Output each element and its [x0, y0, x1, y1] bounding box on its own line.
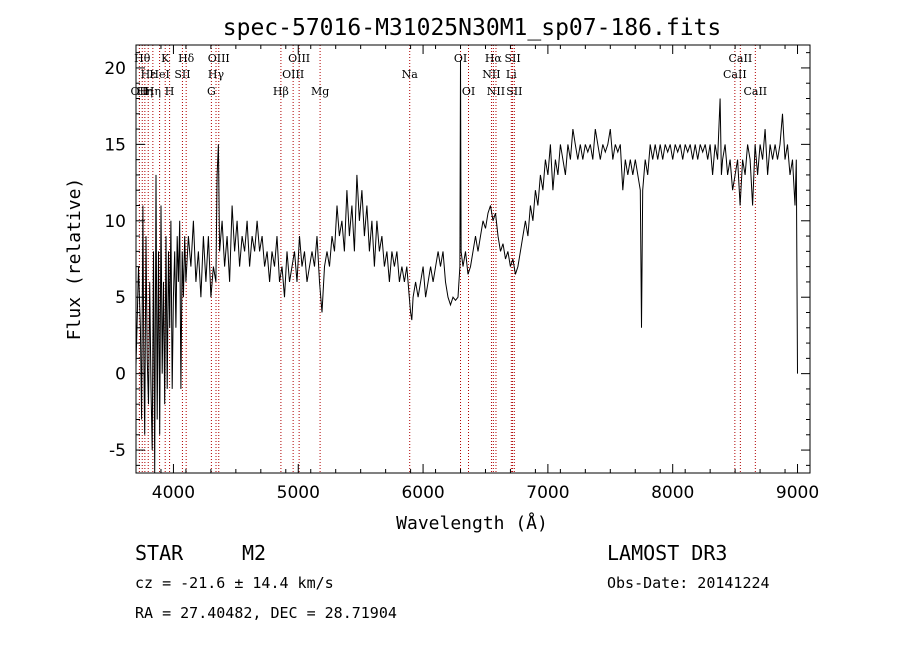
spectral-line-label: Na	[402, 68, 419, 81]
spectral-line-label: OIII	[288, 52, 310, 65]
spectral-line-label: CaII	[729, 52, 753, 65]
spectral-line-label: Hη	[145, 85, 161, 98]
x-tick-label: 5000	[277, 483, 320, 503]
spectral-line-label: Hη	[137, 85, 153, 98]
x-tick-label: 7000	[526, 483, 569, 503]
line-labels: OII Hθ Hη Hε Hη HeI K H SII Hδ G Hγ OIII Hβ OIII OIII Mg…	[131, 52, 768, 98]
observation-date: Obs-Date: 20141224	[607, 574, 770, 592]
chart-title: spec-57016-M31025N30M1_sp07-186.fits	[223, 15, 722, 41]
spectral-line-label: CaII	[723, 68, 747, 81]
spectral-line-label: OI	[454, 52, 467, 65]
spectral-line-label: SII	[174, 68, 190, 81]
y-tick-label: -5	[109, 441, 126, 461]
x-axis-label: Wavelength (Å)	[396, 512, 548, 534]
spectral-line-label: NII	[487, 85, 505, 98]
spectral-line-label: CaII	[743, 85, 767, 98]
spectral-line-label: OI	[462, 85, 475, 98]
y-tick-label: 15	[104, 135, 126, 155]
plot-frame	[135, 44, 811, 474]
y-tick-label: 0	[115, 365, 126, 385]
survey-name: LAMOST DR3	[607, 541, 728, 565]
x-tick-label: 9000	[776, 483, 819, 503]
spectral-line-label: Hα	[485, 52, 503, 65]
x-tick-label: 6000	[401, 483, 444, 503]
object-subclass: M2	[242, 541, 267, 565]
line-markers	[138, 45, 756, 473]
object-class: STAR	[135, 541, 184, 565]
coordinates: RA = 27.40482, DEC = 28.71904	[135, 604, 397, 622]
spectral-line-label: NII	[482, 68, 500, 81]
axis-ticks: 4000 5000 6000 7000 8000 9000 -5 0 5 10 15 20	[104, 45, 819, 503]
spectral-line-label: HeI	[149, 68, 169, 81]
y-axis-label: Flux (relative)	[64, 178, 85, 341]
y-tick-label: 5	[115, 288, 126, 308]
spectral-line-label: OII	[131, 85, 149, 98]
redshift-velocity: cz = -21.6 ± 14.4 km/s	[135, 574, 334, 592]
x-tick-label: 8000	[651, 483, 694, 503]
y-tick-label: 20	[104, 59, 126, 79]
spectral-line-label: Mg	[311, 85, 329, 98]
spectral-line-label: Li	[506, 68, 517, 81]
spectral-line-label: SII	[506, 85, 522, 98]
spectral-line-label: Hδ	[178, 52, 195, 65]
spectral-line-label: Hγ	[208, 68, 225, 81]
spectral-line-label: SII	[504, 52, 520, 65]
x-tick-label: 4000	[152, 483, 195, 503]
spectrum-series-line	[135, 60, 798, 474]
spectral-line-label: Hε	[141, 68, 157, 81]
spectral-line-label: H	[165, 85, 175, 98]
spectral-line-label: Hβ	[273, 85, 289, 98]
spectral-line-label: OIII	[282, 68, 304, 81]
spectral-line-label: Hθ	[134, 52, 151, 65]
y-tick-label: 10	[104, 212, 126, 232]
spectral-line-label: K	[161, 52, 170, 65]
spectral-line-label: OIII	[208, 52, 230, 65]
spectral-line-label: G	[207, 85, 216, 98]
spectrum-chart: spec-57016-M31025N30M1_sp07-186.fits OII…	[64, 15, 819, 534]
